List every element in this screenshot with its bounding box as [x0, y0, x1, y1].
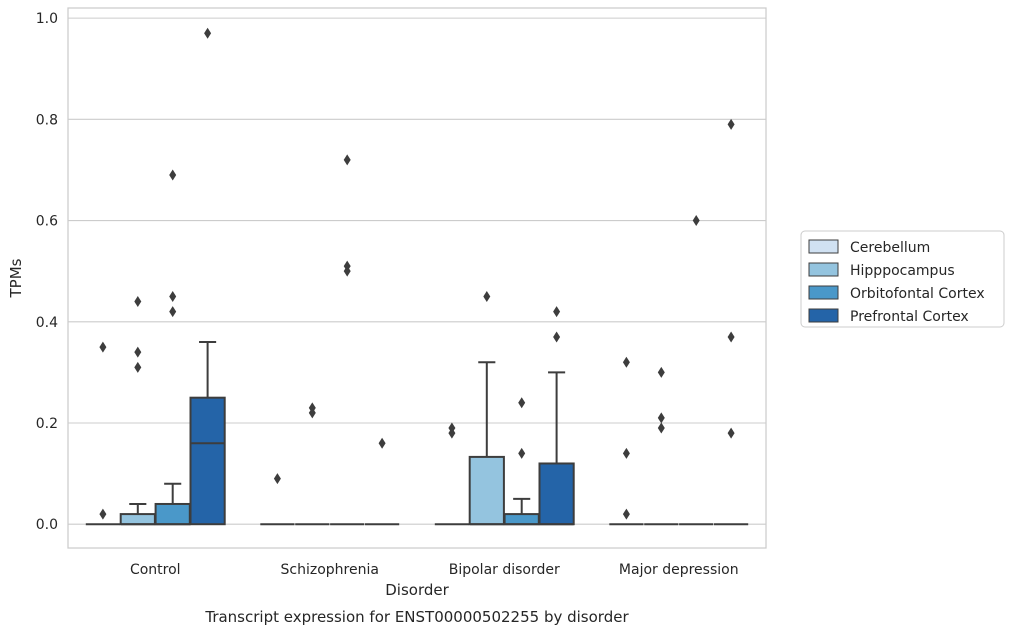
x-axis-label: Disorder	[385, 581, 449, 599]
outlier-point	[727, 427, 735, 439]
outlier-point	[169, 290, 177, 302]
y-tick-label: 0.0	[36, 517, 58, 533]
outlier-point	[169, 306, 177, 318]
outlier-point	[169, 169, 177, 181]
outlier-point	[343, 265, 351, 277]
legend-swatch	[808, 308, 839, 323]
outlier-point	[727, 118, 735, 130]
box-body	[503, 513, 540, 526]
x-tick-label: Bipolar disorder	[449, 562, 560, 578]
box-cerebellum	[609, 356, 644, 526]
box-cerebellum	[260, 473, 295, 526]
legend-swatch	[808, 262, 839, 277]
y-axis-label: TPMs	[7, 258, 25, 298]
outlier-point	[448, 427, 456, 439]
outlier-point	[553, 331, 561, 343]
box-prefrontal-cortex	[189, 27, 226, 526]
box-prefrontal-cortex	[538, 306, 575, 526]
x-tick-label: Control	[130, 562, 181, 578]
outlier-point	[657, 366, 665, 378]
box-orbitofontal-cortex	[154, 169, 191, 526]
boxes	[85, 27, 749, 526]
outlier-point	[134, 361, 142, 373]
outlier-point	[657, 412, 665, 424]
outlier-point	[622, 447, 630, 459]
box-body	[189, 396, 226, 526]
outlier-point	[99, 341, 107, 353]
box-hipppocampus	[644, 366, 679, 526]
y-tick-label: 1.0	[36, 11, 58, 27]
legend-entry: Prefrontal Cortex	[850, 309, 969, 325]
outlier-point	[553, 306, 561, 318]
outlier-point	[622, 356, 630, 368]
box-body	[154, 502, 191, 526]
box-cerebellum	[434, 422, 470, 526]
outlier-point	[134, 296, 142, 308]
outlier-point	[518, 447, 526, 459]
legend: Cerebellum Hipppocampus Orbitofontal Corte…	[800, 230, 1005, 328]
y-tick-label: 0.4	[36, 315, 58, 331]
box-hipppocampus	[468, 290, 505, 526]
outlier-point	[483, 290, 491, 302]
outlier-point	[273, 473, 281, 485]
outlier-point	[657, 422, 665, 434]
plot-frame	[67, 7, 767, 549]
box-cerebellum	[85, 341, 121, 526]
legend-entry: Hipppocampus	[850, 263, 955, 279]
box-prefrontal-cortex	[713, 118, 749, 526]
chart-caption: Transcript expression for ENST0000050225…	[204, 608, 629, 626]
legend-entry: Cerebellum	[850, 240, 930, 256]
x-tick-label: Major depression	[619, 562, 739, 578]
outlier-point	[727, 331, 735, 343]
box-body	[468, 455, 505, 526]
box-body	[119, 513, 156, 526]
outlier-point	[99, 508, 107, 520]
box-orbitofontal-cortex	[679, 215, 714, 526]
legend-swatch	[808, 239, 839, 254]
y-tick-label: 0.6	[36, 214, 58, 230]
outlier-point	[204, 27, 212, 39]
outlier-point	[378, 437, 386, 449]
outlier-point	[308, 407, 316, 419]
box-body	[538, 462, 575, 526]
x-tick-labels: Control Schizophrenia Bipolar disorder Majo…	[130, 562, 739, 578]
y-tick-label: 0.8	[36, 112, 58, 128]
outlier-point	[343, 154, 351, 166]
outlier-point	[692, 215, 700, 227]
outlier-point	[518, 397, 526, 409]
legend-swatch	[808, 285, 839, 300]
box-hipppocampus	[295, 402, 330, 526]
box-orbitofontal-cortex	[330, 154, 365, 526]
plot-background	[68, 8, 766, 548]
outlier-point	[134, 346, 142, 358]
x-tick-label: Schizophrenia	[281, 562, 379, 578]
box-prefrontal-cortex	[364, 437, 400, 526]
legend-frame	[800, 230, 1005, 328]
outlier-point	[622, 508, 630, 520]
legend-entry: Orbitofontal Cortex	[850, 286, 985, 302]
y-tick-label: 0.2	[36, 416, 58, 432]
y-tick-labels: 0.0 0.2 0.4 0.6 0.8 1.0	[36, 11, 58, 533]
